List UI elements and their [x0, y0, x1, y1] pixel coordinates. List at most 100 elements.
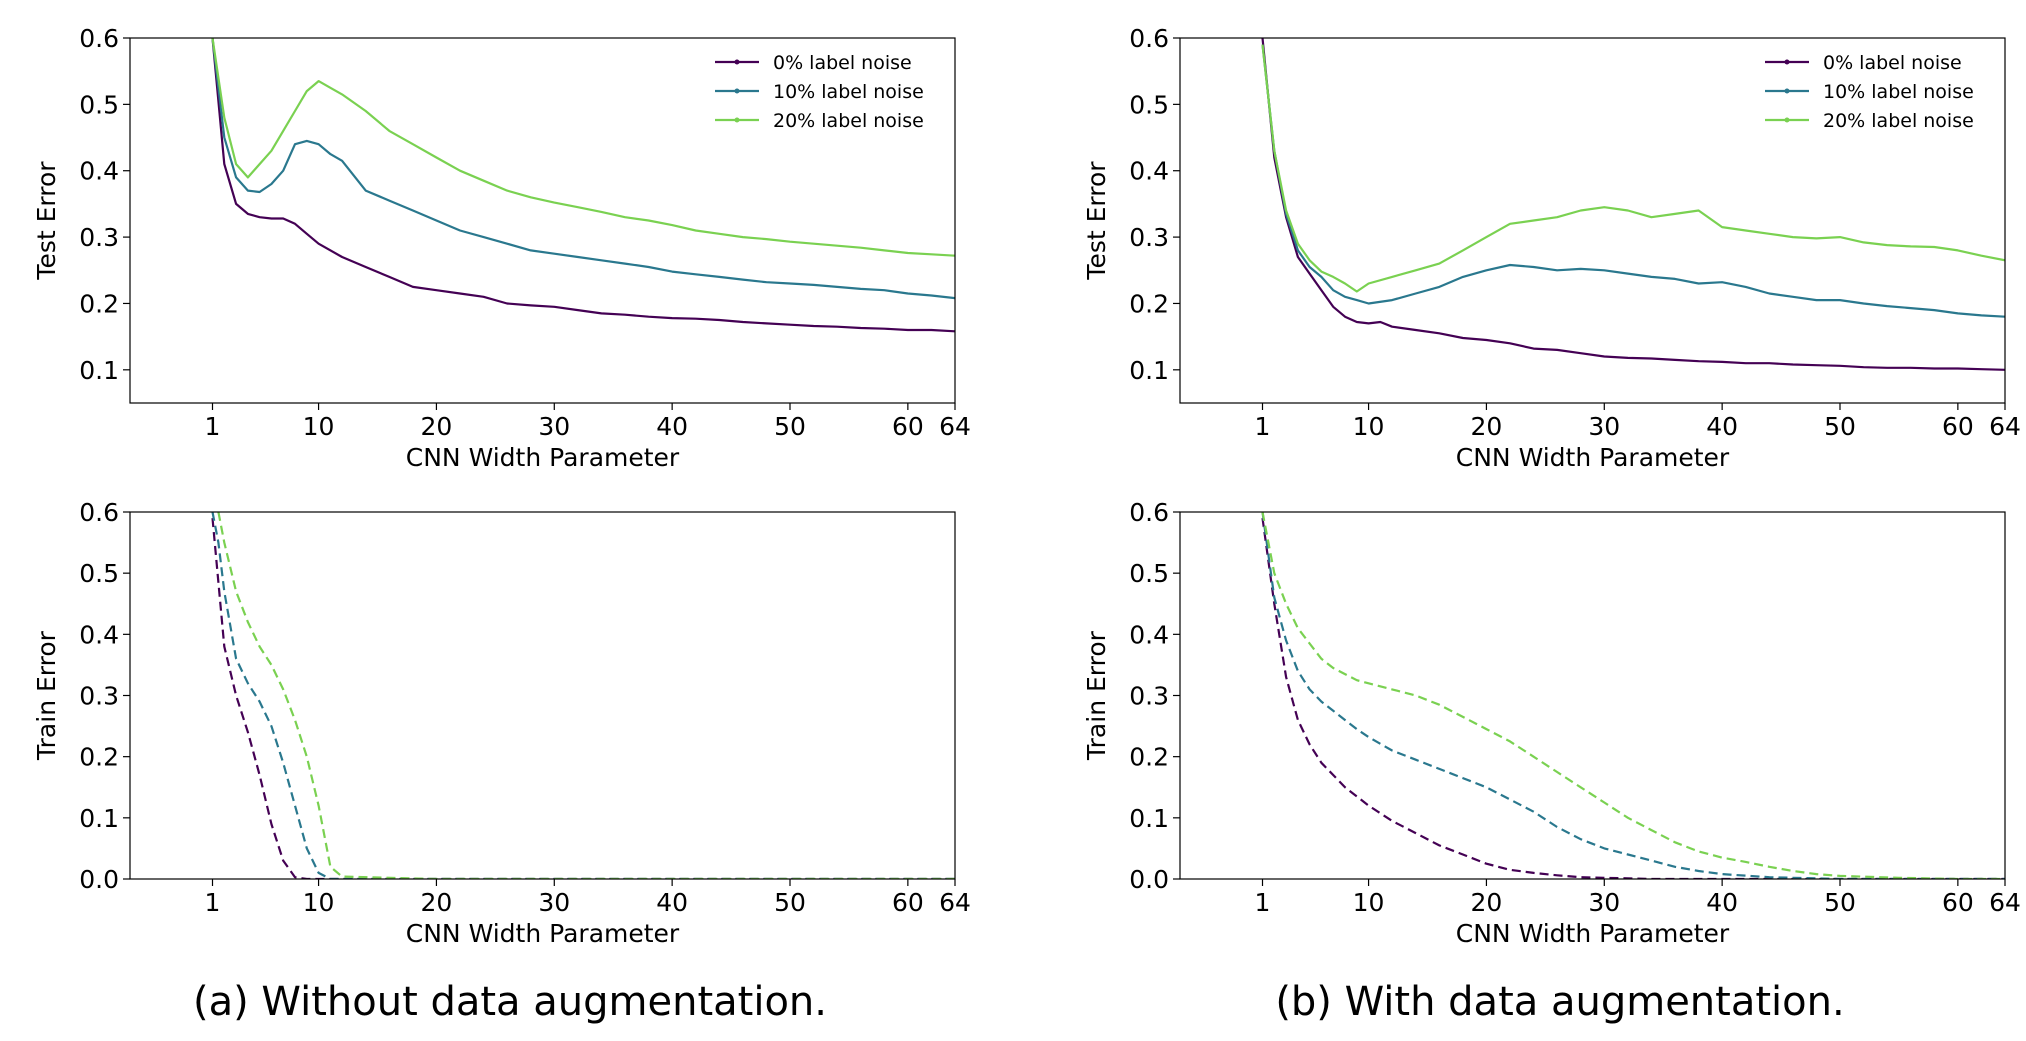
y-axis-label: Train Error	[32, 630, 61, 761]
chart-augmentation-test-error: 1 10 20 30 40 50 60 64 0.1 0.2 0.3 0.4 0.5 0.6 CNN Wid…	[1082, 24, 2021, 472]
x-tick-label: 60	[892, 412, 924, 441]
y-tick-label: 0.1	[1129, 356, 1169, 385]
y-tick-label: 0.2	[79, 743, 119, 772]
chart-no-augmentation-test-error: 1 10 20 30 40 50 60 64 0.1 0.2 0.3 0.4 0.5 0.6 CNN Wid…	[32, 24, 971, 472]
y-tick-label: 0.6	[79, 498, 119, 527]
x-tick-label: 20	[421, 888, 453, 917]
plot-frame	[129, 37, 956, 404]
y-tick-label: 0.6	[1129, 498, 1169, 527]
y-tick-label: 0.1	[1129, 804, 1169, 833]
x-tick-label: 50	[1824, 888, 1856, 917]
legend-label-0: 0% label noise	[1823, 52, 1962, 74]
series-line-1	[211, 512, 955, 879]
y-tick-label: 0.4	[79, 620, 119, 649]
x-tick-label: 20	[421, 412, 453, 441]
y-tick-label: 0.0	[1129, 865, 1169, 894]
legend-label-1: 10% label noise	[1823, 81, 1974, 103]
series-line-1	[1261, 512, 2005, 879]
y-tick-label: 0.5	[79, 559, 119, 588]
series-line-0	[1261, 38, 2005, 371]
x-tick-label: 60	[1942, 412, 1974, 441]
chart-no-augmentation-train-error: 1 10 20 30 40 50 60 64 0.0 0.1 0.2 0.3 0.4 0.5 0.6 CNN …	[32, 498, 971, 948]
plot-frame	[1179, 511, 2006, 880]
x-tick-label: 64	[1989, 412, 2021, 441]
y-tick-label: 0.4	[79, 157, 119, 186]
series-group	[1261, 512, 2005, 879]
x-tick-label: 30	[538, 412, 570, 441]
x-tick-label: 1	[1255, 412, 1271, 441]
legend-label-1: 10% label noise	[773, 81, 924, 103]
y-tick-label: 0.5	[1129, 90, 1169, 119]
series-group	[211, 512, 955, 879]
y-tick-label: 0.3	[79, 223, 119, 252]
series-line-1	[211, 38, 955, 300]
legend-label-2: 20% label noise	[773, 110, 924, 132]
legend-marker-1	[734, 88, 740, 94]
y-tick-label: 0.2	[1129, 743, 1169, 772]
y-axis-label: Test Error	[32, 161, 61, 281]
x-tick-label: 10	[1353, 888, 1385, 917]
series-line-2	[211, 38, 955, 257]
y-tick-label: 0.6	[1129, 24, 1169, 53]
legend-label-2: 20% label noise	[1823, 110, 1974, 132]
y-tick-label: 0.1	[79, 356, 119, 385]
series-line-0	[1261, 517, 2005, 879]
caption-left: (a) Without data augmentation.	[193, 979, 827, 1025]
series-line-0	[211, 517, 955, 879]
x-tick-label: 10	[1353, 412, 1385, 441]
x-tick-label: 20	[1471, 888, 1503, 917]
x-tick-label: 10	[303, 412, 335, 441]
x-tick-label: 50	[774, 888, 806, 917]
series-line-2	[1261, 512, 2005, 879]
y-tick-label: 0.2	[79, 289, 119, 318]
legend: 0% label noise 10% label noise 20% label n…	[1765, 52, 1974, 132]
y-tick-label: 0.0	[79, 865, 119, 894]
legend-marker-2	[1784, 117, 1790, 123]
x-tick-label: 30	[538, 888, 570, 917]
x-axis-label: CNN Width Parameter	[1456, 919, 1730, 948]
x-axis-label: CNN Width Parameter	[1456, 443, 1730, 472]
x-tick-label: 64	[939, 412, 971, 441]
x-tick-label: 64	[939, 888, 971, 917]
chart-augmentation-train-error: 1 10 20 30 40 50 60 64 0.0 0.1 0.2 0.3 0.4 0.5 0.6 CNN …	[1082, 498, 2021, 948]
x-tick-label: 50	[774, 412, 806, 441]
plot-frame	[1179, 37, 2006, 404]
y-tick-label: 0.5	[1129, 559, 1169, 588]
x-axis-label: CNN Width Parameter	[406, 443, 680, 472]
y-tick-label: 0.5	[79, 90, 119, 119]
y-tick-label: 0.3	[1129, 223, 1169, 252]
y-tick-label: 0.3	[79, 682, 119, 711]
legend-marker-2	[734, 117, 740, 123]
legend: 0% label noise 10% label noise 20% label n…	[715, 52, 924, 132]
legend-marker-0	[734, 59, 740, 65]
legend-label-0: 0% label noise	[773, 52, 912, 74]
x-tick-label: 1	[205, 888, 221, 917]
y-tick-label: 0.6	[79, 24, 119, 53]
legend-marker-0	[1784, 59, 1790, 65]
series-group	[1261, 38, 2005, 371]
x-tick-label: 40	[1706, 412, 1738, 441]
y-tick-label: 0.2	[1129, 289, 1169, 318]
x-tick-label: 40	[656, 888, 688, 917]
y-tick-label: 0.4	[1129, 157, 1169, 186]
x-tick-label: 60	[1942, 888, 1974, 917]
x-tick-label: 40	[1706, 888, 1738, 917]
x-tick-label: 10	[303, 888, 335, 917]
y-tick-label: 0.1	[79, 804, 119, 833]
x-tick-label: 50	[1824, 412, 1856, 441]
x-tick-label: 30	[1588, 412, 1620, 441]
x-tick-label: 1	[1255, 888, 1271, 917]
x-tick-label: 20	[1471, 412, 1503, 441]
series-line-2	[1261, 44, 2005, 293]
caption-right: (b) With data augmentation.	[1275, 979, 1844, 1025]
legend-marker-1	[1784, 88, 1790, 94]
x-tick-label: 1	[205, 412, 221, 441]
x-tick-label: 30	[1588, 888, 1620, 917]
y-axis-label: Train Error	[1082, 630, 1111, 761]
x-tick-label: 60	[892, 888, 924, 917]
x-axis-label: CNN Width Parameter	[406, 919, 680, 948]
y-axis-label: Test Error	[1082, 161, 1111, 281]
x-tick-label: 64	[1989, 888, 2021, 917]
series-group	[211, 38, 955, 333]
